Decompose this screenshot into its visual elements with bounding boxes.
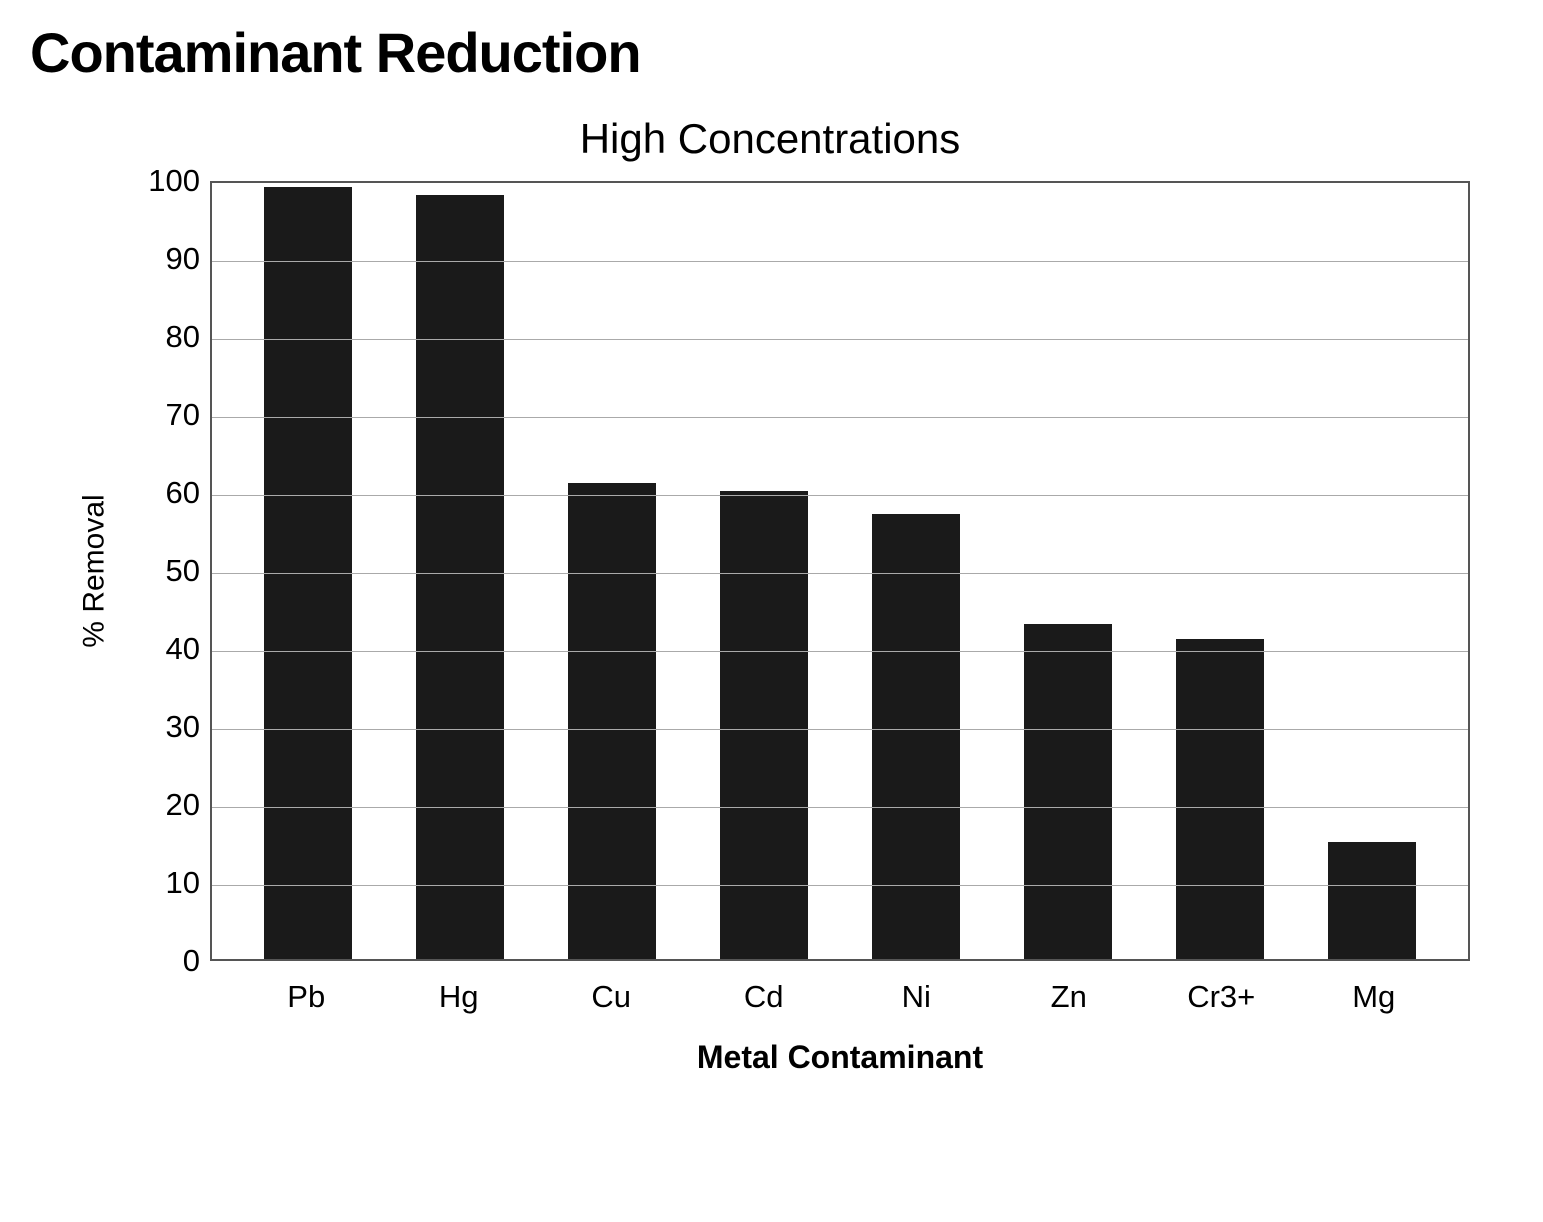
x-tick-label: Cu xyxy=(535,979,688,1015)
bar-slot xyxy=(992,624,1144,959)
y-tick-label: 40 xyxy=(166,631,200,667)
grid-line xyxy=(212,651,1468,652)
grid-line xyxy=(212,495,1468,496)
x-axis-ticks-row: PbHgCuCdNiZnCr3+Mg xyxy=(210,961,1470,1015)
bar-slot xyxy=(688,491,840,959)
y-axis-label: % Removal xyxy=(78,494,112,647)
x-axis-ticks: PbHgCuCdNiZnCr3+Mg xyxy=(210,961,1470,1015)
y-tick-label: 100 xyxy=(148,163,200,199)
bar xyxy=(568,483,656,959)
x-tick-label: Zn xyxy=(993,979,1146,1015)
grid-line xyxy=(212,261,1468,262)
y-tick-label: 80 xyxy=(166,319,200,355)
plot-area xyxy=(210,181,1470,961)
y-tick-label: 10 xyxy=(166,865,200,901)
y-tick-label: 0 xyxy=(183,943,200,979)
y-tick-label: 90 xyxy=(166,241,200,277)
x-tick-label: Cr3+ xyxy=(1145,979,1298,1015)
bar-slot xyxy=(1296,842,1448,959)
bars-layer xyxy=(212,183,1468,959)
grid-line xyxy=(212,339,1468,340)
y-axis-ticks: 0102030405060708090100 xyxy=(120,181,210,961)
bar-chart: High Concentrations % Removal 0 10 20 30 40 5… xyxy=(70,115,1470,1076)
bar-slot xyxy=(536,483,688,959)
bar xyxy=(416,195,504,959)
x-tick-label: Ni xyxy=(840,979,993,1015)
grid-line xyxy=(212,729,1468,730)
page-title: Contaminant Reduction xyxy=(30,20,1513,85)
bar xyxy=(872,514,960,959)
bar xyxy=(1176,639,1264,959)
bar xyxy=(720,491,808,959)
y-axis-label-container: % Removal xyxy=(70,181,120,961)
bar xyxy=(1024,624,1112,959)
y-tick-label: 70 xyxy=(166,397,200,433)
x-tick-label: Hg xyxy=(383,979,536,1015)
bar xyxy=(1328,842,1416,959)
grid-line xyxy=(212,417,1468,418)
y-tick-label: 20 xyxy=(166,787,200,823)
x-tick-label: Cd xyxy=(688,979,841,1015)
chart-title: High Concentrations xyxy=(70,115,1470,163)
chart-body: % Removal 0102030405060708090100 xyxy=(70,181,1470,961)
y-tick-label: 60 xyxy=(166,475,200,511)
grid-line xyxy=(212,573,1468,574)
bar-slot xyxy=(840,514,992,959)
grid-line xyxy=(212,885,1468,886)
x-axis-label: Metal Contaminant xyxy=(210,1039,1470,1076)
grid-line xyxy=(212,807,1468,808)
x-tick-label: Mg xyxy=(1298,979,1451,1015)
y-tick-label: 30 xyxy=(166,709,200,745)
bar-slot xyxy=(1144,639,1296,959)
y-tick-label: 50 xyxy=(166,553,200,589)
x-tick-label: Pb xyxy=(230,979,383,1015)
bar-slot xyxy=(384,195,536,959)
